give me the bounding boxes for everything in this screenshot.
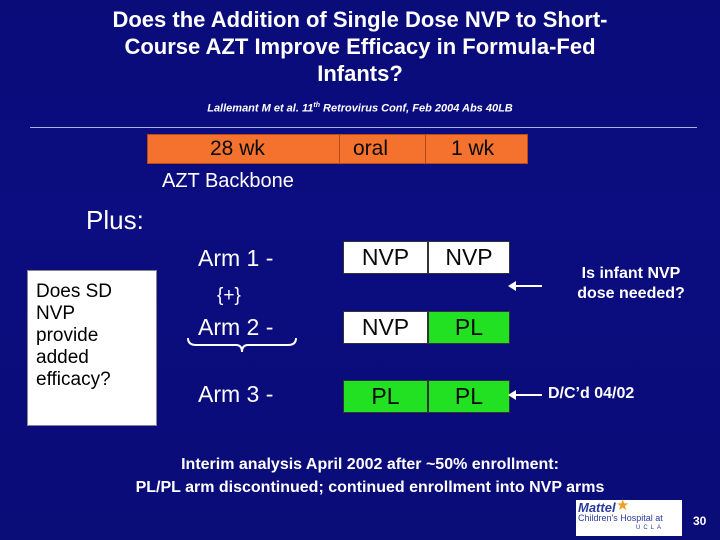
annotation-line: dose needed? — [577, 285, 685, 302]
interim-analysis-note: Interim analysis April 2002 after ~50% e… — [40, 453, 700, 499]
arrow-left-icon — [508, 281, 542, 291]
question-box: Does SD NVP provide added efficacy? — [27, 270, 157, 426]
slide-title: Does the Addition of Single Dose NVP to … — [20, 6, 700, 87]
question-line: added — [36, 347, 89, 368]
header-divider — [30, 127, 697, 128]
citation: Lallemant M et al. 11th Retrovirus Conf,… — [0, 102, 720, 115]
interim-line-1: Interim analysis April 2002 after ~50% e… — [181, 456, 559, 473]
arm-1-cell-1: NVP — [343, 241, 428, 274]
arrow-left-icon — [508, 390, 542, 400]
arm-2-label: Arm 2 - — [198, 314, 274, 340]
logo-text-mattel: Mattel — [578, 500, 616, 515]
arm-2-cell-2: PL — [428, 311, 510, 344]
logo-text-hospital: Children's Hospital at — [578, 513, 663, 523]
title-line-3: Infants? — [317, 61, 403, 86]
arm-3-cell-1: PL — [343, 380, 428, 413]
citation-prefix: Lallemant M et al. 11 — [207, 102, 314, 115]
title-line-2: Course AZT Improve Efficacy in Formula-F… — [124, 34, 596, 59]
arm-1-cell-2: NVP — [428, 241, 510, 274]
question-line: NVP — [36, 303, 76, 324]
star-icon: ★ — [616, 497, 630, 514]
arm-2-cell-1: NVP — [343, 311, 428, 344]
question-line: Does SD — [36, 281, 113, 302]
infant-nvp-annotation: Is infant NVP dose needed? — [548, 264, 714, 304]
question-line: provide — [36, 325, 99, 346]
backbone-divider — [339, 135, 340, 163]
grouping-brace — [187, 337, 297, 353]
title-line-1: Does the Addition of Single Dose NVP to … — [112, 7, 608, 32]
arm-1-label: Arm 1 - — [198, 245, 274, 271]
plus-brace-label: {+} — [217, 285, 241, 306]
backbone-label: AZT Backbone — [162, 170, 294, 192]
backbone-divider — [425, 135, 426, 163]
backbone-seg-oral: oral — [353, 137, 389, 160]
azt-backbone-bar: 28 wk oral 1 wk — [147, 134, 528, 164]
citation-suffix: Retrovirus Conf, Feb 2004 Abs 40LB — [320, 102, 513, 115]
backbone-seg-weeks: 28 wk — [210, 137, 265, 160]
arm-3-label: Arm 3 - — [198, 381, 274, 407]
arm-3-cell-2: PL — [428, 380, 510, 413]
slide-number: 30 — [693, 514, 707, 528]
question-line: efficacy? — [36, 369, 111, 390]
discontinued-annotation: D/C’d 04/02 — [548, 385, 635, 402]
logo-text-ucla: UCLA — [636, 525, 665, 531]
hospital-logo: Mattel ★ Children's Hospital at UCLA — [576, 497, 682, 536]
backbone-seg-1wk: 1 wk — [451, 137, 495, 160]
annotation-line: Is infant NVP — [581, 265, 681, 282]
citation-superscript: th — [313, 102, 320, 109]
plus-label: Plus: — [86, 205, 144, 235]
interim-line-2: PL/PL arm discontinued; continued enroll… — [135, 479, 605, 496]
